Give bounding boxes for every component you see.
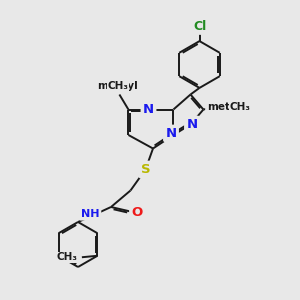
Text: methyl: methyl [207, 101, 248, 112]
Text: CH₃: CH₃ [229, 101, 250, 112]
Text: NH: NH [81, 208, 99, 219]
Text: Cl: Cl [193, 20, 206, 33]
Text: CH₃: CH₃ [107, 81, 128, 91]
Text: N: N [186, 118, 198, 131]
Text: CH₃: CH₃ [56, 252, 77, 262]
Text: N: N [165, 127, 177, 140]
Text: O: O [131, 206, 143, 220]
Text: N: N [143, 103, 154, 116]
Text: methyl: methyl [98, 81, 138, 91]
Text: S: S [141, 163, 150, 176]
